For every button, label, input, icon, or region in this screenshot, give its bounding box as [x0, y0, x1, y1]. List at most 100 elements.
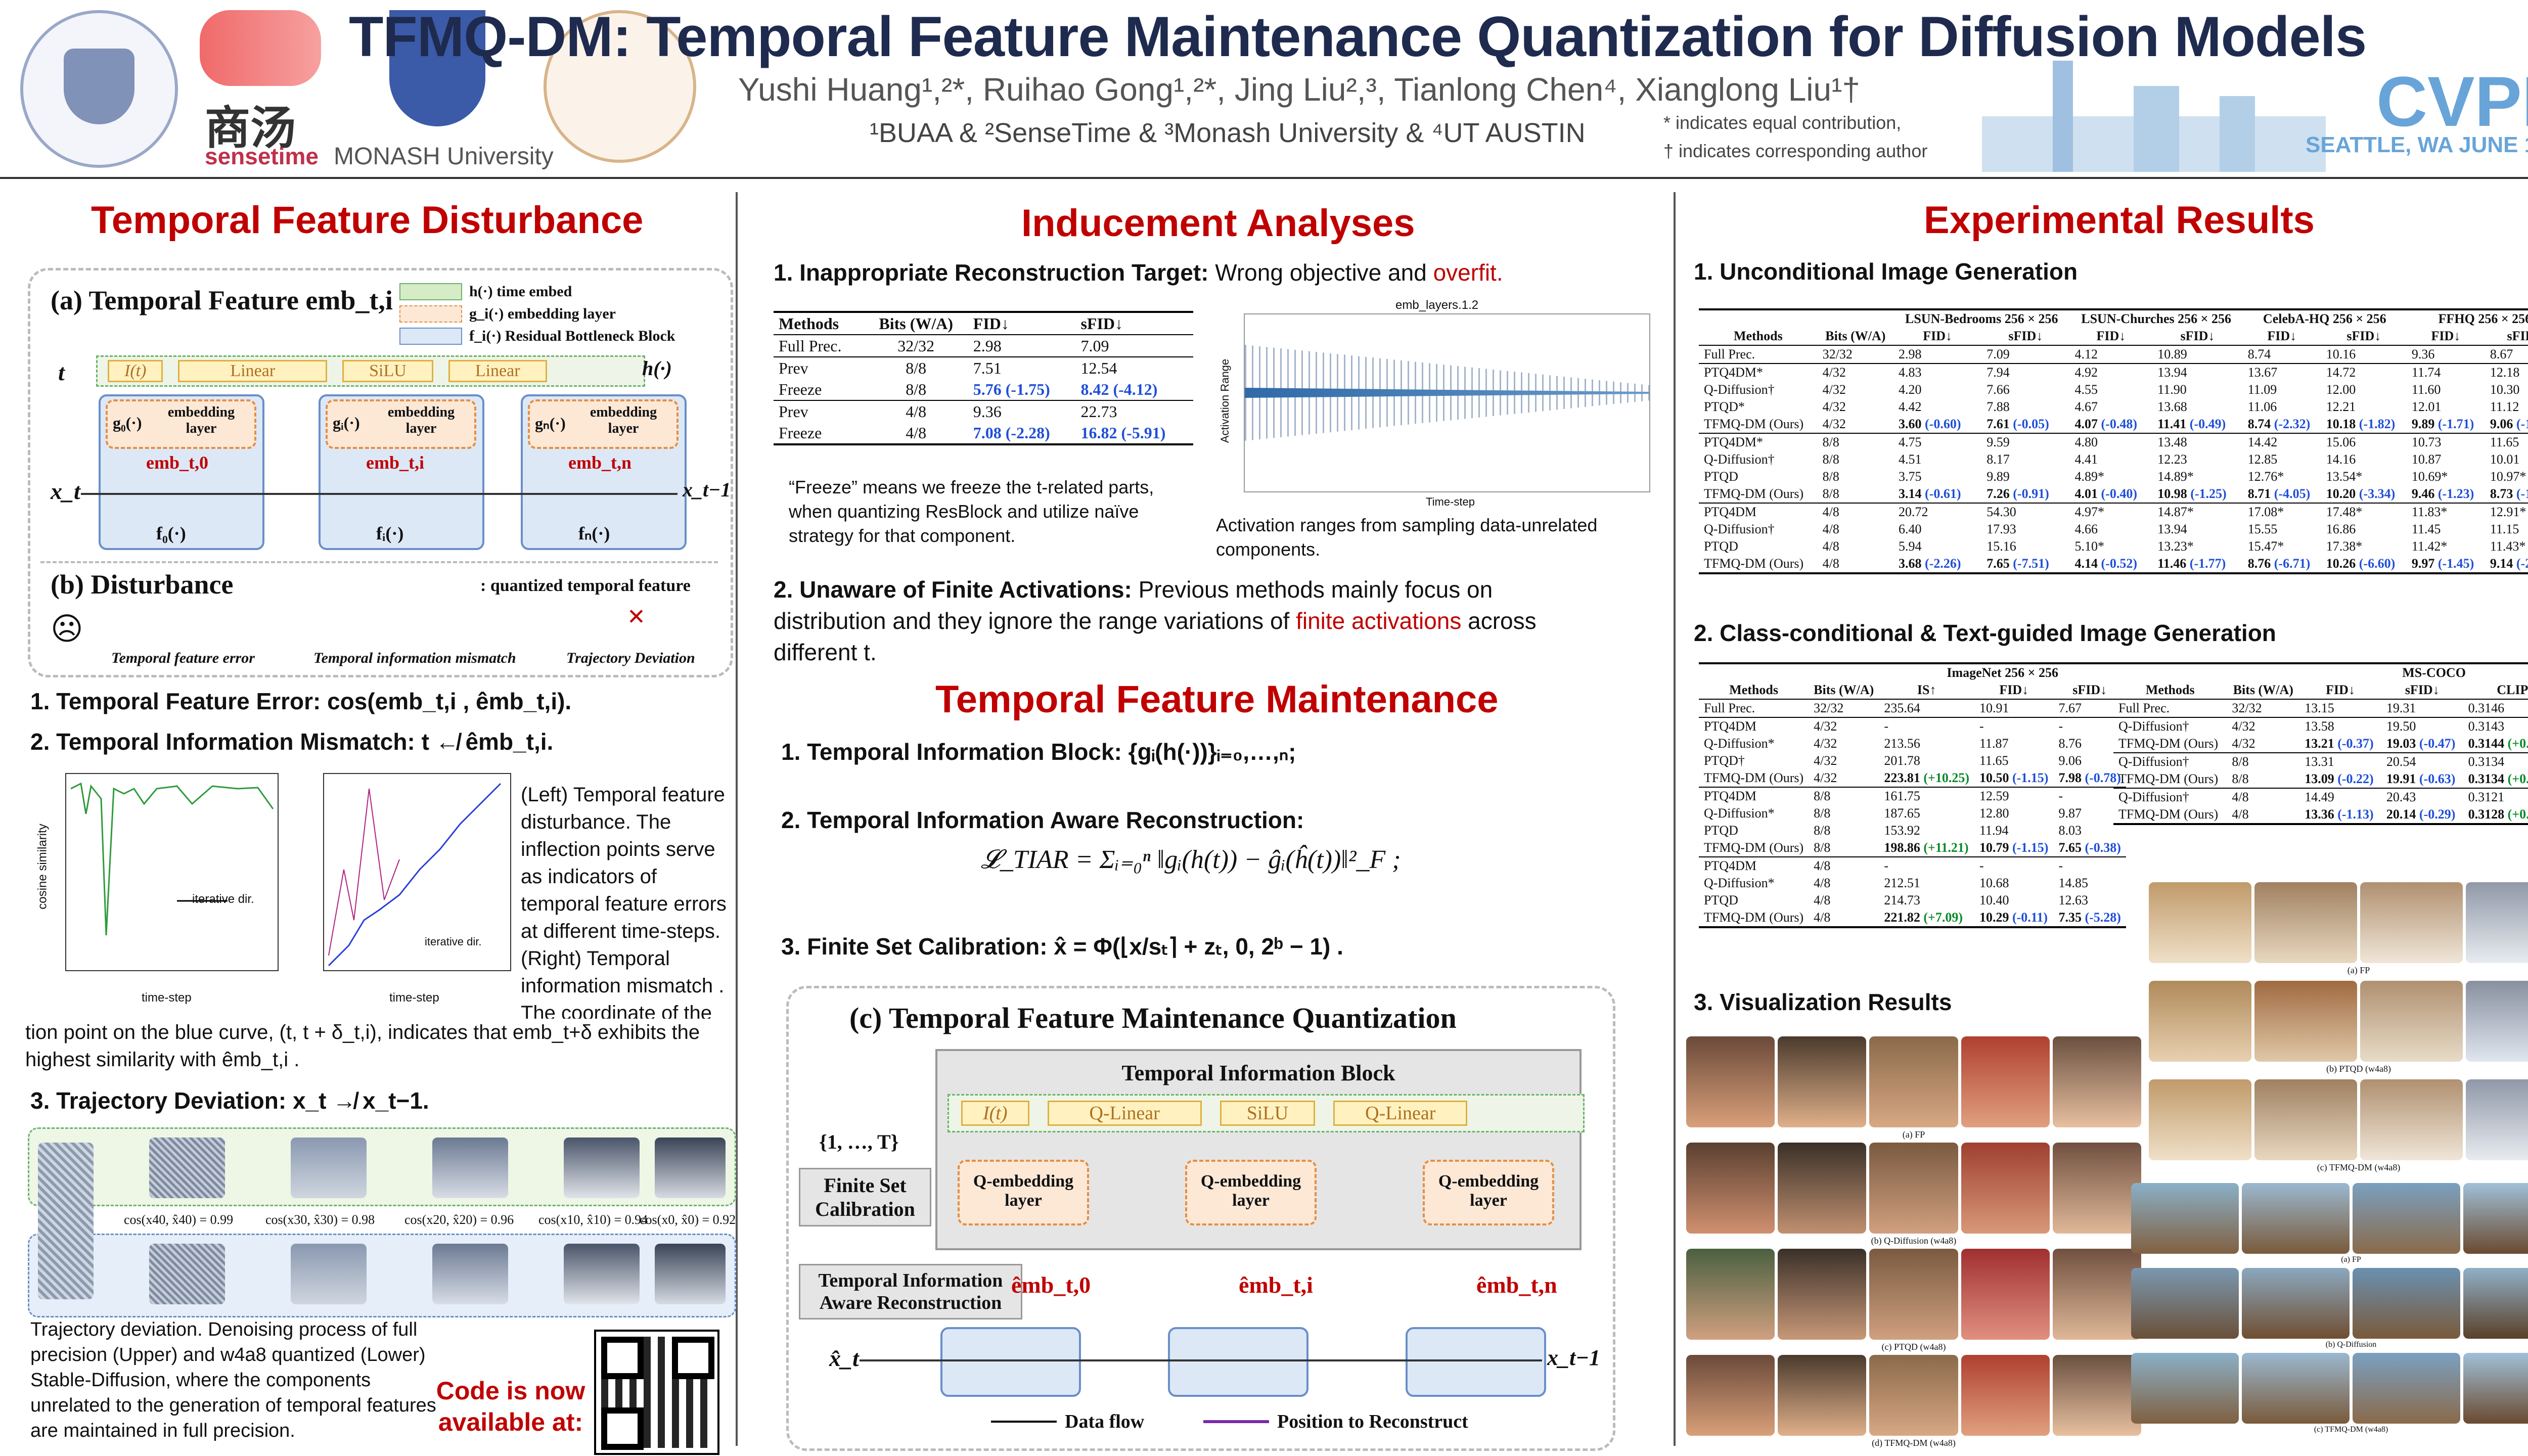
q-resblock-0 — [940, 1327, 1081, 1397]
imagenet-results-table: ImageNet 256 × 256 Methods Bits (W/A) IS↑ FI… — [1699, 662, 2126, 928]
table-row: TFMQ-DM (Ours) 4/8 221.82 (+7.09) 10.29 (-0… — [1699, 909, 2126, 927]
data-flow-line — [81, 493, 678, 495]
table-row: Full Prec. 32/32 235.64 10.91 7.67 — [1699, 699, 2126, 717]
subsection-conditional: 2. Class-conditional & Text-guided Image… — [1694, 620, 2276, 646]
table-row: PTQ4DM 4/32- - - — [1699, 717, 2126, 735]
sad-face-icon: ☹ — [51, 612, 83, 647]
figure-a-b-panel: (a) Temporal Feature emb_t,i h(·) time e… — [28, 268, 733, 677]
table-row: PTQ4DM 4/8 20.72 54.30 4.97* 14.87* 17.08* 17.4… — [1699, 503, 2528, 521]
section-title-disturbance: Temporal Feature Disturbance — [91, 199, 644, 242]
ut-austin-seal — [544, 10, 696, 163]
inducement-item-2: 2. Unaware of Finite Activations: Previo… — [774, 576, 1537, 665]
tiar-box: Temporal Information Aware Reconstructio… — [799, 1264, 1022, 1320]
table-row: TFMQ-DM (Ours) 4/8 3.68 (-2.26) 7.65 (-7.51… — [1699, 555, 2528, 573]
column-divider-left — [736, 192, 738, 1446]
deviation-caption: Trajectory Deviation — [566, 650, 695, 666]
column-divider-right — [1674, 192, 1676, 1446]
table-row: PTQ4DM 8/8 161.75 12.59- — [1699, 787, 2126, 805]
table-row: PTQ4DM* 4/32 4.83 7.94 4.92 13.94 13.67 14.72 11… — [1699, 363, 2528, 381]
table-row: Q-Diffusion† 4/8 14.49 20.43 0.3121 — [2113, 788, 2528, 806]
q-embedding-layer-i: Q-embedding layer — [1185, 1160, 1317, 1225]
monash-logo: MONASH University — [334, 10, 554, 172]
cosine-similarity-plot: iterative dir. cosine similarity time-st… — [25, 768, 288, 1006]
embedding-layer-0: g₀(·) embedding layer — [106, 399, 256, 449]
fig-a-title: (a) Temporal Feature emb_t,i — [51, 285, 393, 315]
conference-location: SEATTLE, WA JUNE 17-21, 2024 — [2306, 132, 2528, 157]
item-trajectory-deviation: 3. Trajectory Deviation: x_t ↛ x_t−1. — [30, 1087, 429, 1114]
tfm-item-2: 2. Temporal Information Aware Reconstruc… — [781, 807, 1304, 833]
table-row: Q-Diffusion* 8/8 187.65 12.80 9.87 — [1704, 806, 2082, 821]
q-resblock-n — [1406, 1327, 1546, 1397]
fig-c-title: (c) Temporal Feature Maintenance Quantiz… — [849, 1002, 1457, 1034]
subsection-unconditional: 1. Unconditional Image Generation — [1694, 258, 2078, 285]
position-legend: Position to Reconstruct — [1203, 1410, 1468, 1433]
code-available-text: Code is now available at: — [436, 1377, 585, 1436]
activation-caption: Activation ranges from sampling data-unr… — [1216, 515, 1598, 560]
data-flow-legend: Data flow — [991, 1410, 1144, 1433]
freeze-note: “Freeze” means we freeze the t-related p… — [789, 477, 1154, 546]
section-title-inducement: Inducement Analyses — [1021, 202, 1415, 245]
item-temporal-feature-error: 1. Temporal Feature Error: cos(emb_t,i ,… — [30, 688, 572, 714]
table-row: PTQD* 4/32 4.42 7.88 4.67 13.68 11.06 12.21 12.0… — [1704, 399, 2519, 414]
plot-explanation-tail: tion point on the blue curve, (t, t + δ_… — [25, 1021, 700, 1071]
section-title-experiments: Experimental Results — [1924, 199, 2315, 242]
table-row: TFMQ-DM (Ours) 8/8 198.86 (+11.21) 10.79 (-… — [1704, 840, 2121, 855]
table-row: PTQD† 4/32 201.78 11.65 9.06 — [1704, 753, 2082, 768]
tfm-item-3: 3. Finite Set Calibration: x̂ = Φ(⌊x/sₜ⌉… — [781, 933, 1343, 960]
subsection-visualization: 3. Visualization Results — [1694, 989, 1952, 1015]
tiar-formula: 𝓛_TIAR = Σᵢ₌₀ⁿ ‖gᵢ(h(t)) − ĝᵢ(ĥ(t))‖²_F … — [981, 845, 1401, 874]
table-row: TFMQ-DM (Ours) 4/32 13.21 (-0.37) 19.03 (-0… — [2118, 736, 2528, 751]
residual-block-i: gᵢ(·) embedding layer emb_t,i fᵢ(·) — [319, 394, 484, 550]
tfm-item-1: 1. Temporal Information Block: {gᵢ(h(·))… — [781, 739, 1296, 765]
table-row: PTQ4DM 4/8- - - — [1699, 857, 2126, 875]
fig-b-title: (b) Disturbance — [51, 569, 234, 600]
table-row: PTQD 4/8 214.73 10.40 12.63 — [1704, 893, 2088, 907]
mismatch-caption: Temporal information mismatch — [313, 650, 516, 666]
poster-title: TFMQ-DM: Temporal Feature Maintenance Qu… — [349, 5, 2367, 68]
table-row: TFMQ-DM (Ours) 8/8 13.09 (-0.22) 19.91 (-0.… — [2118, 771, 2528, 786]
freeze-ablation-table: Methods Bits (W/A) FID↓ sFID↓ Full Prec. 32/… — [774, 311, 1193, 445]
cvpr-logo: CVPR — [2376, 62, 2528, 141]
table-row: PTQD 8/8 3.75 9.89 4.89* 14.89* 12.76* 13.54* 10… — [1704, 469, 2526, 484]
q-resblock-i — [1168, 1327, 1308, 1397]
figure-c-panel: (c) Temporal Feature Maintenance Quantiz… — [786, 986, 1615, 1451]
equal-contribution-note: * indicates equal contribution, — [1663, 112, 1902, 133]
q-embedding-layer-n: Q-embedding layer — [1423, 1160, 1554, 1225]
corresponding-author-note: † indicates corresponding author — [1663, 141, 1928, 161]
time-embed-h-row: I(t) Linear SiLU Linear — [96, 355, 645, 387]
author-list: Yushi Huang¹,²*, Ruihao Gong¹,²*, Jing L… — [738, 71, 1860, 108]
finite-set-calibration-box: Finite Set Calibration — [799, 1168, 931, 1226]
residual-block-0: g₀(·) embedding layer emb_t,0 f₀(·) — [99, 394, 264, 550]
bedroom-visualization-grid: (a) FP (b) PTQD (w4a8) (c) TFMQ-DM (w4a8… — [2149, 882, 2528, 1175]
table-row: Q-Diffusion* 4/32 213.56 11.87 8.76 — [1704, 736, 2082, 751]
table-row: Q-Diffusion† 4/32 4.20 7.66 4.55 11.90 11.09 12… — [1704, 382, 2520, 397]
table-row: Q-Diffusion* 4/8 212.51 10.68 14.85 — [1704, 876, 2088, 890]
table-row: PTQD 8/8 153.92 11.94 8.03 — [1704, 823, 2082, 838]
trajectory-caption: Trajectory deviation. Denoising process … — [30, 1319, 436, 1441]
residual-block-n: gₙ(·) embedding layer emb_t,n fₙ(·) — [521, 394, 687, 550]
table-row: Q-Diffusion† 8/8 4.51 8.17 4.41 12.23 12.85 14.… — [1704, 452, 2520, 467]
table-row: TFMQ-DM (Ours) 8/8 3.14 (-0.61) 7.26 (-0.91… — [1704, 486, 2528, 501]
activation-range-plot: emb_layers.1.2 Activation Range Time-ste… — [1213, 298, 1658, 511]
face-visualization-grid: (a) FP (b) Q-Diffusion (w4a8) (c) PTQD (… — [1686, 1036, 2142, 1451]
cross-arrow-icon: ✕ — [627, 605, 646, 629]
error-caption: Temporal feature error — [111, 650, 255, 666]
fig-a-legend: h(·) time embed g_i(·) embedding layer f… — [399, 281, 723, 347]
seattle-skyline — [1982, 56, 2326, 172]
table-row: TFMQ-DM (Ours) 4/32 223.81 (+10.25) 10.50 (… — [1704, 770, 2121, 785]
plot-explanation: (Left) Temporal feature disturbance. The… — [521, 784, 727, 1019]
table-row: Full Prec. 32/32 2.98 7.09 4.12 10.89 8.74 10.1… — [1699, 345, 2528, 363]
sensetime-logo: 商汤 sensetime — [200, 10, 331, 172]
castle-visualization-grid: (a) FP (b) Q-Diffusion (c) TFMQ-DM (w4a8… — [2131, 1183, 2528, 1451]
table-row: PTQD 4/8 5.94 15.16 5.10* 13.23* 15.47* 17.38* 1… — [1704, 539, 2526, 554]
table-row: TFMQ-DM (Ours) 4/32 3.60 (-0.60) 7.61 (-0.0… — [1704, 417, 2528, 431]
code-qr-icon[interactable] — [594, 1330, 719, 1455]
q-embedding-layer-0: Q-embedding layer — [958, 1160, 1089, 1225]
table-row: Q-Diffusion† 4/8 6.40 17.93 4.66 13.94 15.55 16… — [1704, 522, 2519, 536]
table-row: Full Prec. 32/32 13.15 19.31 0.3146 — [2113, 699, 2528, 717]
buaa-logo — [20, 10, 178, 168]
table-row: Q-Diffusion† 8/8 13.31 20.54 0.3134 — [2113, 753, 2528, 770]
table-row: PTQ4DM* 8/8 4.75 9.59 4.80 13.48 14.42 15.06 10.… — [1699, 433, 2528, 451]
affiliations: ¹BUAA & ²SenseTime & ³Monash University … — [870, 118, 1586, 148]
